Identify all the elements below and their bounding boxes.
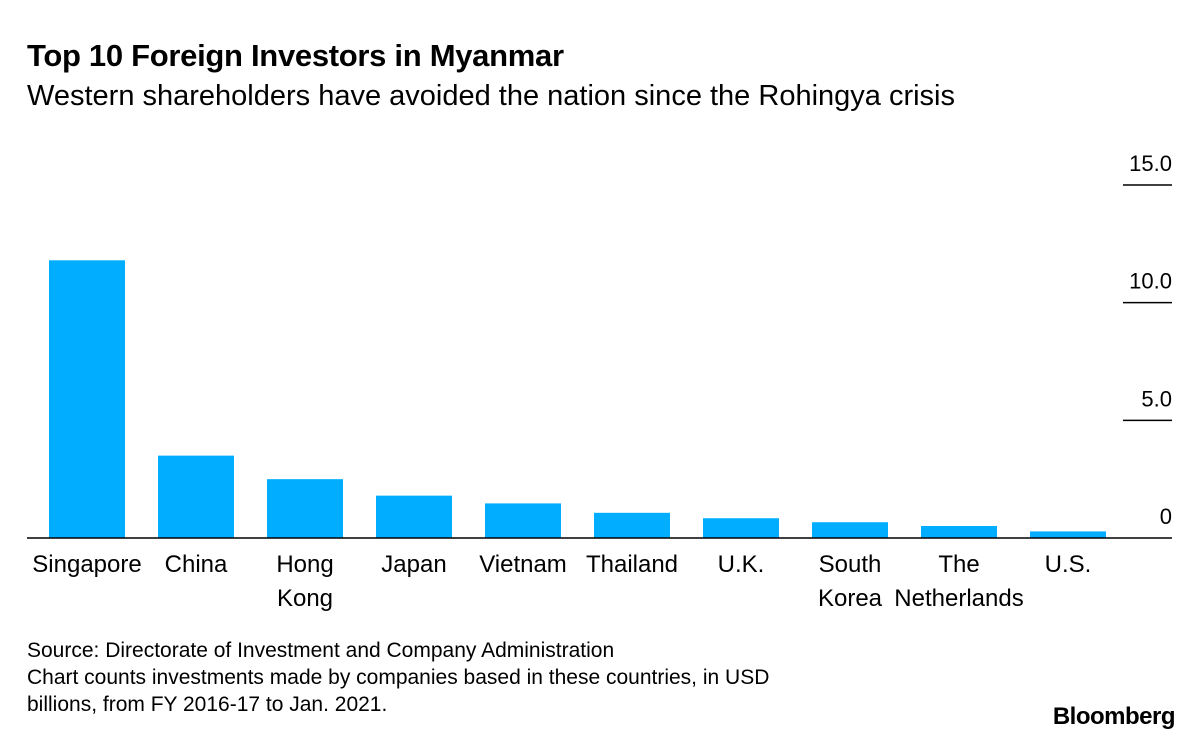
x-tick-label-9-0: U.S. xyxy=(1045,551,1092,578)
x-tick-label-6-0: U.K. xyxy=(718,551,765,578)
x-tick-label-2-1: Kong xyxy=(277,585,333,612)
bar-1 xyxy=(158,455,234,538)
bar-6 xyxy=(703,518,779,538)
bar-7 xyxy=(812,522,888,538)
x-tick-label-3-0: Japan xyxy=(381,551,446,578)
bar-4 xyxy=(485,503,561,538)
bars-group xyxy=(49,260,1106,538)
bar-2 xyxy=(267,479,343,538)
x-tick-label-2-0: Hong xyxy=(276,551,333,578)
bar-0 xyxy=(49,260,125,538)
x-axis-labels: Singapore China Hong Kong Japan Vietnam Thaila… xyxy=(32,551,1091,612)
x-tick-label-7-0: South xyxy=(819,551,882,578)
y-tick-label-3: 15.0 xyxy=(1129,151,1172,176)
x-tick-label-1-0: China xyxy=(165,551,228,578)
x-tick-label-8-1: Netherlands xyxy=(894,585,1023,612)
bar-8 xyxy=(921,525,997,538)
y-axis: 0 5.0 10.0 15.0 xyxy=(27,151,1172,539)
y-tick-label-2: 10.0 xyxy=(1129,269,1172,294)
chart-title: Top 10 Foreign Investors in Myanmar xyxy=(27,38,564,73)
bloomberg-logo: Bloomberg xyxy=(1052,703,1176,730)
bar-9 xyxy=(1030,531,1106,538)
bar-5 xyxy=(594,512,670,538)
y-tick-label-1: 5.0 xyxy=(1141,386,1172,411)
chart-note-line-2: billions, from FY 2016-17 to Jan. 2021. xyxy=(27,693,388,716)
x-tick-label-7-1: Korea xyxy=(818,585,883,612)
x-tick-label-5-0: Thailand xyxy=(586,551,678,578)
chart-note: Chart counts investments made by compani… xyxy=(27,664,769,718)
x-tick-label-0-0: Singapore xyxy=(32,551,141,578)
source-note: Source: Directorate of Investment and Co… xyxy=(27,639,615,662)
chart-subtitle: Western shareholders have avoided the na… xyxy=(27,80,955,112)
y-tick-label-0: 0 xyxy=(1160,504,1172,529)
chart-note-line-1: Chart counts investments made by compani… xyxy=(27,666,770,689)
x-tick-label-8-0: The xyxy=(938,551,979,578)
bar-3 xyxy=(376,495,452,538)
x-tick-label-4-0: Vietnam xyxy=(479,551,567,578)
